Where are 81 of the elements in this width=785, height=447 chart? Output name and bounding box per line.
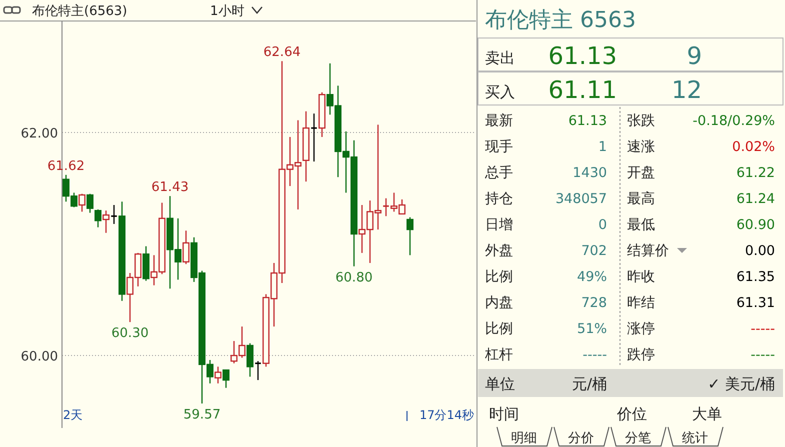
text: 外盘 (485, 243, 513, 259)
text: 布伦特主 6563 (485, 8, 636, 33)
text: 61.24 (736, 191, 775, 207)
text: 开盘 (627, 165, 655, 181)
text: 统计 (682, 431, 708, 446)
text: 51% (576, 321, 608, 337)
candlestick (78, 193, 86, 212)
text: 最低 (627, 217, 655, 233)
chart-title: 布伦特主(6563) (32, 3, 128, 19)
text: 61.11 (548, 76, 617, 104)
text: 17分14秒 (419, 408, 474, 422)
text: 昨收 (627, 269, 655, 285)
candlestick (406, 216, 414, 256)
text: 杠杆 (484, 347, 513, 363)
candlestick (222, 369, 230, 388)
text: 比例 (485, 321, 513, 337)
text: 最高 (627, 191, 655, 207)
text: 昨结 (627, 295, 655, 311)
text: 内盘 (485, 295, 513, 311)
candlestick (310, 112, 318, 162)
text: 持仓 (485, 191, 513, 207)
annotation: 61.62 (47, 158, 85, 174)
text: 1430 (572, 165, 607, 181)
candlestick (110, 204, 118, 225)
candlestick (254, 360, 262, 381)
text: -0.18/0.29% (692, 113, 776, 129)
candlestick (86, 193, 94, 214)
text: 61.31 (736, 295, 775, 311)
text: 总手 (484, 165, 513, 181)
text: 702 (581, 243, 607, 259)
text: ----- (582, 347, 608, 363)
text: ✓ 美元/桶 (708, 375, 775, 393)
y-tick-label: 60.00 (20, 350, 58, 365)
text: 明细 (511, 431, 537, 446)
text: 单位 (485, 375, 515, 393)
text: 61.35 (736, 269, 775, 285)
annotation: 59.57 (183, 407, 221, 422)
text: 张跌 (627, 113, 655, 129)
text: 0.02% (732, 139, 776, 155)
annotation: 62.64 (263, 45, 301, 60)
text: 60.90 (736, 217, 775, 233)
text: 分价 (568, 431, 594, 446)
text: 348057 (555, 191, 607, 207)
text: 9 (686, 42, 702, 70)
text: 涨停 (627, 321, 655, 337)
text: 0.00 (744, 243, 775, 259)
text: 0 (598, 217, 607, 233)
text: 价位 (616, 405, 647, 423)
candlestick (182, 230, 190, 265)
text: 大单 (692, 405, 722, 423)
annotation: 60.80 (335, 270, 373, 286)
text: 比例 (485, 269, 513, 285)
y-tick-label: 62.00 (20, 126, 58, 142)
candlestick (214, 366, 222, 384)
text: ----- (750, 321, 776, 337)
text: 分笔 (625, 431, 651, 446)
text: 61.13 (548, 42, 617, 70)
text: 49% (576, 269, 608, 285)
annotation: 2天 (63, 408, 83, 422)
text: 728 (581, 295, 607, 311)
text: 12 (671, 76, 702, 104)
text: 1 (598, 139, 607, 155)
text: ----- (750, 347, 776, 363)
annotation: 61.43 (151, 180, 189, 196)
text: 跌停 (627, 347, 655, 363)
text: 卖出 (485, 49, 515, 67)
candlestick (246, 342, 254, 378)
text: 61.22 (736, 165, 775, 181)
text: 时间 (489, 405, 519, 423)
candlestick (102, 210, 110, 234)
text: 元/桶 (572, 375, 607, 393)
text: 现手 (485, 139, 513, 155)
text: 买入 (485, 83, 515, 101)
candlestick (94, 208, 102, 228)
text: 结算价 (627, 243, 669, 259)
text: 日增 (485, 217, 513, 233)
text: 最新 (485, 113, 513, 129)
text: 速涨 (627, 139, 655, 155)
annotation: 60.30 (111, 326, 149, 342)
text: 61.13 (568, 113, 607, 129)
chart-subtitle: 1小时 (210, 4, 244, 19)
